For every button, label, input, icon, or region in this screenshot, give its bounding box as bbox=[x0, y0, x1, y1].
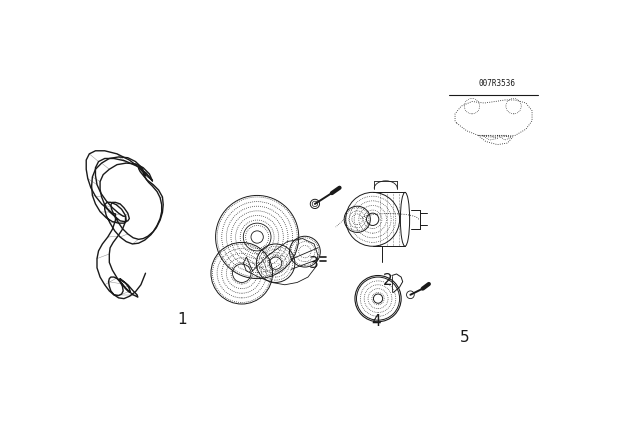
Text: 2: 2 bbox=[383, 273, 393, 289]
Text: 1: 1 bbox=[177, 312, 186, 327]
Circle shape bbox=[373, 294, 383, 303]
Text: 4: 4 bbox=[371, 314, 381, 329]
Text: 5: 5 bbox=[460, 330, 470, 345]
Text: 007R3536: 007R3536 bbox=[478, 79, 515, 88]
Circle shape bbox=[367, 213, 379, 225]
Text: 3: 3 bbox=[309, 256, 319, 271]
